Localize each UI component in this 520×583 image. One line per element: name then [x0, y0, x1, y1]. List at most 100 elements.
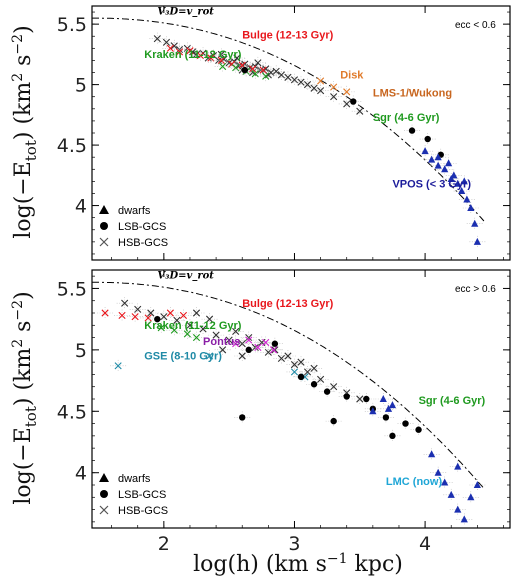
hsb-gc-marker — [207, 54, 215, 62]
dwarf-marker — [471, 219, 479, 227]
hsb-gc-marker — [245, 336, 253, 344]
vrot-curve — [92, 17, 485, 222]
group-annotation: Sgr (4-6 Gyr) — [373, 112, 440, 124]
hsb-gc-marker — [238, 340, 246, 348]
lsb-gc-marker — [271, 340, 279, 347]
y-tick-label: 4.5 — [57, 135, 87, 157]
dwarf-marker — [463, 195, 471, 203]
vrot-label: V₃D=v_rot — [157, 271, 214, 282]
hsb-gc-marker — [225, 336, 233, 344]
lsb-gc-marker — [382, 414, 390, 421]
hsb-gc-marker — [272, 67, 280, 75]
hsb-gc-marker — [310, 84, 318, 92]
legend: dwarfs LSB-GCS HSB-GCS — [99, 473, 168, 517]
hsb-gc-marker — [262, 72, 270, 80]
legend-dwarf-marker — [99, 473, 109, 482]
hsb-gc-marker — [170, 42, 178, 50]
lsb-gc-marker — [245, 346, 252, 354]
y-tick-label: 5 — [75, 75, 87, 97]
hsb-gc-marker — [134, 305, 142, 313]
dwarf-marker — [473, 481, 481, 488]
hsb-gc-marker — [254, 59, 262, 67]
hsb-gc-marker — [269, 346, 278, 354]
hsb-gc-marker — [192, 50, 201, 58]
group-annotation: Bulge (12-13 Gyr) — [242, 298, 333, 310]
legend-hsb-marker — [99, 237, 109, 247]
lsb-gc-marker — [323, 388, 331, 395]
x-axis-title: log(h) (km s−1 kpc) — [193, 551, 403, 577]
lsb-gc-marker — [239, 414, 246, 421]
legend-lsb-marker — [100, 490, 108, 498]
hsb-gc-marker — [310, 364, 318, 372]
hsb-gc-marker — [262, 338, 270, 347]
dwarf-marker — [454, 462, 462, 470]
dwarf-marker — [441, 165, 449, 173]
lsb-gc-marker — [154, 315, 161, 323]
hsb-gc-marker — [249, 65, 257, 73]
dwarf-marker — [473, 237, 481, 245]
hsb-gc-marker — [217, 56, 225, 65]
dwarf-marker — [441, 478, 449, 486]
hsb-gc-marker — [170, 326, 178, 334]
lsb-gc-marker — [343, 393, 350, 400]
hsb-gc-marker — [297, 358, 305, 366]
hsb-gc-marker — [259, 66, 267, 74]
dwarf-marker — [467, 493, 475, 501]
hsb-gc-marker — [219, 62, 227, 71]
dwarf-marker — [379, 395, 387, 402]
hsb-gc-marker — [284, 73, 292, 81]
y-tick-label: 4 — [75, 196, 87, 218]
group-annotation: Kraken (11-12 Gyr) — [144, 320, 242, 332]
hsb-gc-marker — [147, 309, 155, 317]
lsb-gc-marker — [350, 98, 357, 105]
legend-hsb-marker — [99, 505, 109, 515]
hsb-gc-marker — [144, 314, 152, 322]
x-tick-label: 2 — [158, 533, 170, 555]
hsb-gc-marker — [317, 87, 325, 95]
lsb-gc-marker — [310, 381, 318, 388]
hsb-gc-marker — [297, 78, 305, 86]
hsb-gc-marker — [356, 107, 364, 115]
eccentricity-label: ecc > 0.6 — [455, 284, 496, 295]
hsb-gc-marker — [330, 83, 338, 91]
hsb-gc-marker — [166, 44, 174, 52]
hsb-gc-marker — [254, 343, 262, 351]
group-annotation: Pontus — [203, 336, 240, 348]
hsb-gc-marker — [192, 309, 201, 317]
hsb-gc-marker — [199, 325, 207, 333]
hsb-gc-marker — [196, 52, 205, 60]
hsb-gc-marker — [205, 315, 214, 323]
dwarf-marker — [460, 515, 468, 523]
dwarf-marker — [434, 161, 442, 169]
group-annotation: LMS-1/Wukong — [373, 88, 452, 100]
group-annotation: Sgr (4-6 Gyr) — [419, 395, 486, 407]
group-annotation: Disk — [340, 70, 364, 82]
bottom-y-axis-title: log(−Etot) (km2 s−2) — [10, 291, 40, 504]
y-tick-label: 5.5 — [57, 278, 87, 300]
hsb-gc-marker — [245, 333, 253, 342]
dwarf-marker — [467, 203, 475, 211]
hsb-gc-marker — [186, 321, 194, 329]
hsb-gc-marker — [166, 309, 174, 317]
hsb-gc-marker — [160, 313, 168, 321]
hsb-gc-marker — [233, 54, 241, 62]
hsb-gc-marker — [264, 348, 272, 356]
lsb-gc-marker — [297, 373, 305, 381]
legend-label: dwarfs — [118, 473, 151, 485]
y-tick-label: 4.5 — [57, 401, 87, 423]
legend-dwarf-marker — [99, 205, 109, 214]
legend-label: LSB-GCS — [118, 489, 166, 501]
top-y-axis-title: log(−Etot) (km2 s−2) — [10, 25, 40, 238]
dwarf-marker — [434, 153, 442, 161]
hsb-gc-marker — [101, 309, 109, 317]
lsb-gc-marker — [241, 66, 249, 74]
dwarf-marker — [421, 147, 429, 155]
hsb-gc-marker — [157, 324, 165, 332]
legend-label: HSB-GCS — [118, 505, 168, 517]
dwarf-marker — [460, 177, 468, 185]
dwarf-marker — [388, 401, 397, 409]
vrot-curve — [92, 281, 485, 489]
dwarf-marker — [428, 450, 436, 458]
y-tick-label: 5.5 — [57, 14, 87, 36]
